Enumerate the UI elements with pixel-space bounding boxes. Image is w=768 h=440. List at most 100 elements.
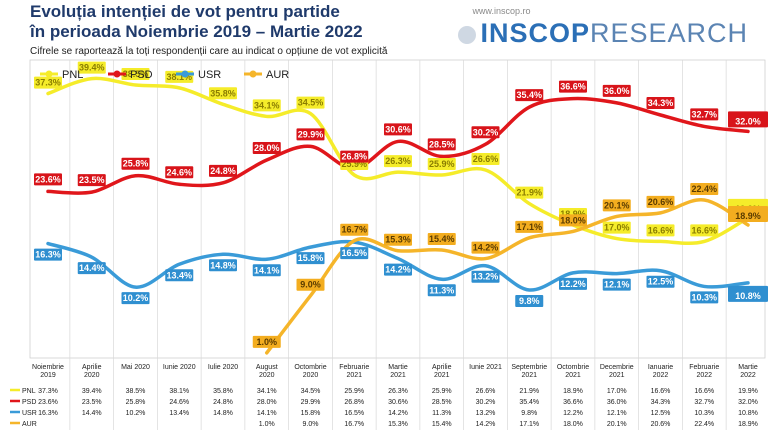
data-label-usr: 13.2% bbox=[471, 270, 500, 283]
table-cell: 16.5% bbox=[344, 410, 364, 417]
data-label-text: 29.9% bbox=[298, 129, 324, 139]
data-label-box bbox=[690, 291, 719, 304]
data-label-text: 28.5% bbox=[429, 139, 455, 149]
x-tick-label: August 2020 bbox=[256, 364, 278, 379]
data-label-text: 30.6% bbox=[385, 124, 411, 134]
data-label-box bbox=[121, 157, 150, 170]
data-label-usr: 10.2% bbox=[121, 292, 150, 305]
table-cell: 32.0% bbox=[738, 399, 758, 406]
table-cell: 21.9% bbox=[519, 388, 539, 395]
data-label-psd: 30.2% bbox=[471, 126, 500, 139]
data-label-pnl: 16.6% bbox=[646, 224, 675, 237]
data-label-box bbox=[427, 284, 456, 297]
table-cell: 23.5% bbox=[82, 399, 102, 406]
table-cell: 30.2% bbox=[476, 399, 496, 406]
data-label-psd: 36.0% bbox=[602, 84, 631, 97]
data-label-box bbox=[559, 277, 587, 290]
table-cell: 26.3% bbox=[388, 388, 408, 395]
data-label-text: 14.4% bbox=[79, 263, 105, 273]
table-cell: 34.3% bbox=[651, 399, 671, 406]
data-label-pnl: 38.5% bbox=[121, 68, 150, 80]
table-cell: 16.3% bbox=[38, 410, 58, 417]
data-label-box bbox=[515, 186, 544, 199]
data-label-psd: 29.9% bbox=[296, 128, 325, 141]
table-cell: 30.6% bbox=[388, 399, 408, 406]
table-cell: 14.1% bbox=[257, 410, 277, 417]
data-label-box bbox=[471, 126, 500, 139]
table-cell: 1.0% bbox=[259, 421, 275, 428]
data-label-psd: 25.8% bbox=[121, 157, 150, 170]
table-cell: 13.2% bbox=[476, 410, 496, 417]
table-cell: 15.4% bbox=[432, 421, 452, 428]
x-tick-label: Ianuarie 2022 bbox=[648, 364, 673, 379]
x-tick-label: Noiembrie 2019 bbox=[32, 364, 64, 379]
table-cell: 22.4% bbox=[694, 421, 714, 428]
data-label-box bbox=[121, 292, 150, 305]
table-row-name: PSD bbox=[22, 399, 36, 406]
data-label-usr: 16.3% bbox=[34, 248, 62, 261]
data-label-text: 34.5% bbox=[298, 98, 324, 108]
data-label-box bbox=[602, 199, 631, 212]
data-label-box bbox=[690, 108, 719, 121]
table-cell: 15.3% bbox=[388, 421, 408, 428]
data-label-text: 24.8% bbox=[210, 166, 236, 176]
data-label-text: 20.6% bbox=[648, 197, 674, 207]
data-label-pnl: 34.1% bbox=[252, 99, 281, 112]
data-label-usr: 12.1% bbox=[602, 278, 631, 291]
table-cell: 9.8% bbox=[521, 410, 537, 417]
table-cell: 18.9% bbox=[563, 388, 583, 395]
data-label-box bbox=[471, 241, 500, 254]
data-label-aur: 18.9% bbox=[728, 206, 768, 222]
x-tick-label: Februarie 2022 bbox=[689, 364, 719, 379]
data-label-pnl: 35.8% bbox=[209, 87, 237, 100]
data-label-box bbox=[252, 335, 281, 348]
data-label-text: 38.5% bbox=[123, 69, 149, 79]
data-label-text: 21.9% bbox=[516, 188, 542, 198]
data-label-box bbox=[602, 221, 631, 234]
table-cell: 13.4% bbox=[169, 410, 189, 417]
data-label-psd: 32.0% bbox=[728, 111, 768, 128]
data-label-text: 12.5% bbox=[648, 277, 674, 287]
data-label-text: 13.2% bbox=[473, 272, 499, 282]
data-label-usr: 14.1% bbox=[252, 264, 281, 277]
data-label-box bbox=[602, 84, 631, 97]
data-label-usr: 14.2% bbox=[384, 263, 412, 276]
table-cell: 12.2% bbox=[563, 410, 583, 417]
legend-label-psd: PSD bbox=[130, 69, 153, 81]
brand-url: www.inscop.ro bbox=[472, 6, 531, 16]
data-label-box bbox=[252, 142, 281, 154]
data-label-usr: 15.8% bbox=[296, 252, 325, 265]
data-label-text: 32.7% bbox=[691, 109, 717, 119]
data-label-box bbox=[728, 285, 768, 302]
table-cell: 36.0% bbox=[607, 399, 627, 406]
data-label-text: 16.3% bbox=[35, 250, 61, 260]
x-tick-label: Aprilie 2021 bbox=[432, 364, 452, 379]
data-label-box bbox=[252, 264, 281, 277]
data-label-box bbox=[427, 158, 456, 170]
data-label-usr: 10.3% bbox=[690, 291, 719, 304]
table-cell: 16.7% bbox=[344, 421, 364, 428]
table-cell: 10.2% bbox=[126, 410, 146, 417]
data-label-text: 25.8% bbox=[123, 159, 149, 169]
data-label-text: 15.4% bbox=[429, 234, 455, 244]
table-cell: 9.0% bbox=[303, 421, 319, 428]
data-label-box bbox=[646, 224, 675, 237]
data-label-aur: 17.1% bbox=[515, 220, 544, 233]
table-cell: 24.6% bbox=[169, 399, 189, 406]
table-cell: 34.1% bbox=[257, 388, 277, 395]
data-label-text: 18.9% bbox=[560, 209, 586, 219]
table-cell: 12.5% bbox=[651, 410, 671, 417]
series-line-psd bbox=[46, 96, 750, 195]
x-tick-label: Septembrie 2021 bbox=[511, 364, 547, 379]
data-label-text: 28.0% bbox=[254, 143, 280, 153]
data-label-psd: 35.4% bbox=[515, 89, 544, 102]
data-label-psd: 24.8% bbox=[209, 164, 237, 177]
data-label-text: 35.4% bbox=[516, 90, 542, 100]
data-label-aur: 1.0% bbox=[252, 335, 281, 348]
title-block: Evoluția intenției de vot pentru partide… bbox=[30, 2, 363, 42]
globe-icon bbox=[458, 25, 477, 44]
table-row-name: AUR bbox=[22, 421, 37, 428]
table-cell: 16.6% bbox=[694, 388, 714, 395]
data-label-box bbox=[340, 223, 369, 236]
data-label-box bbox=[384, 263, 412, 276]
